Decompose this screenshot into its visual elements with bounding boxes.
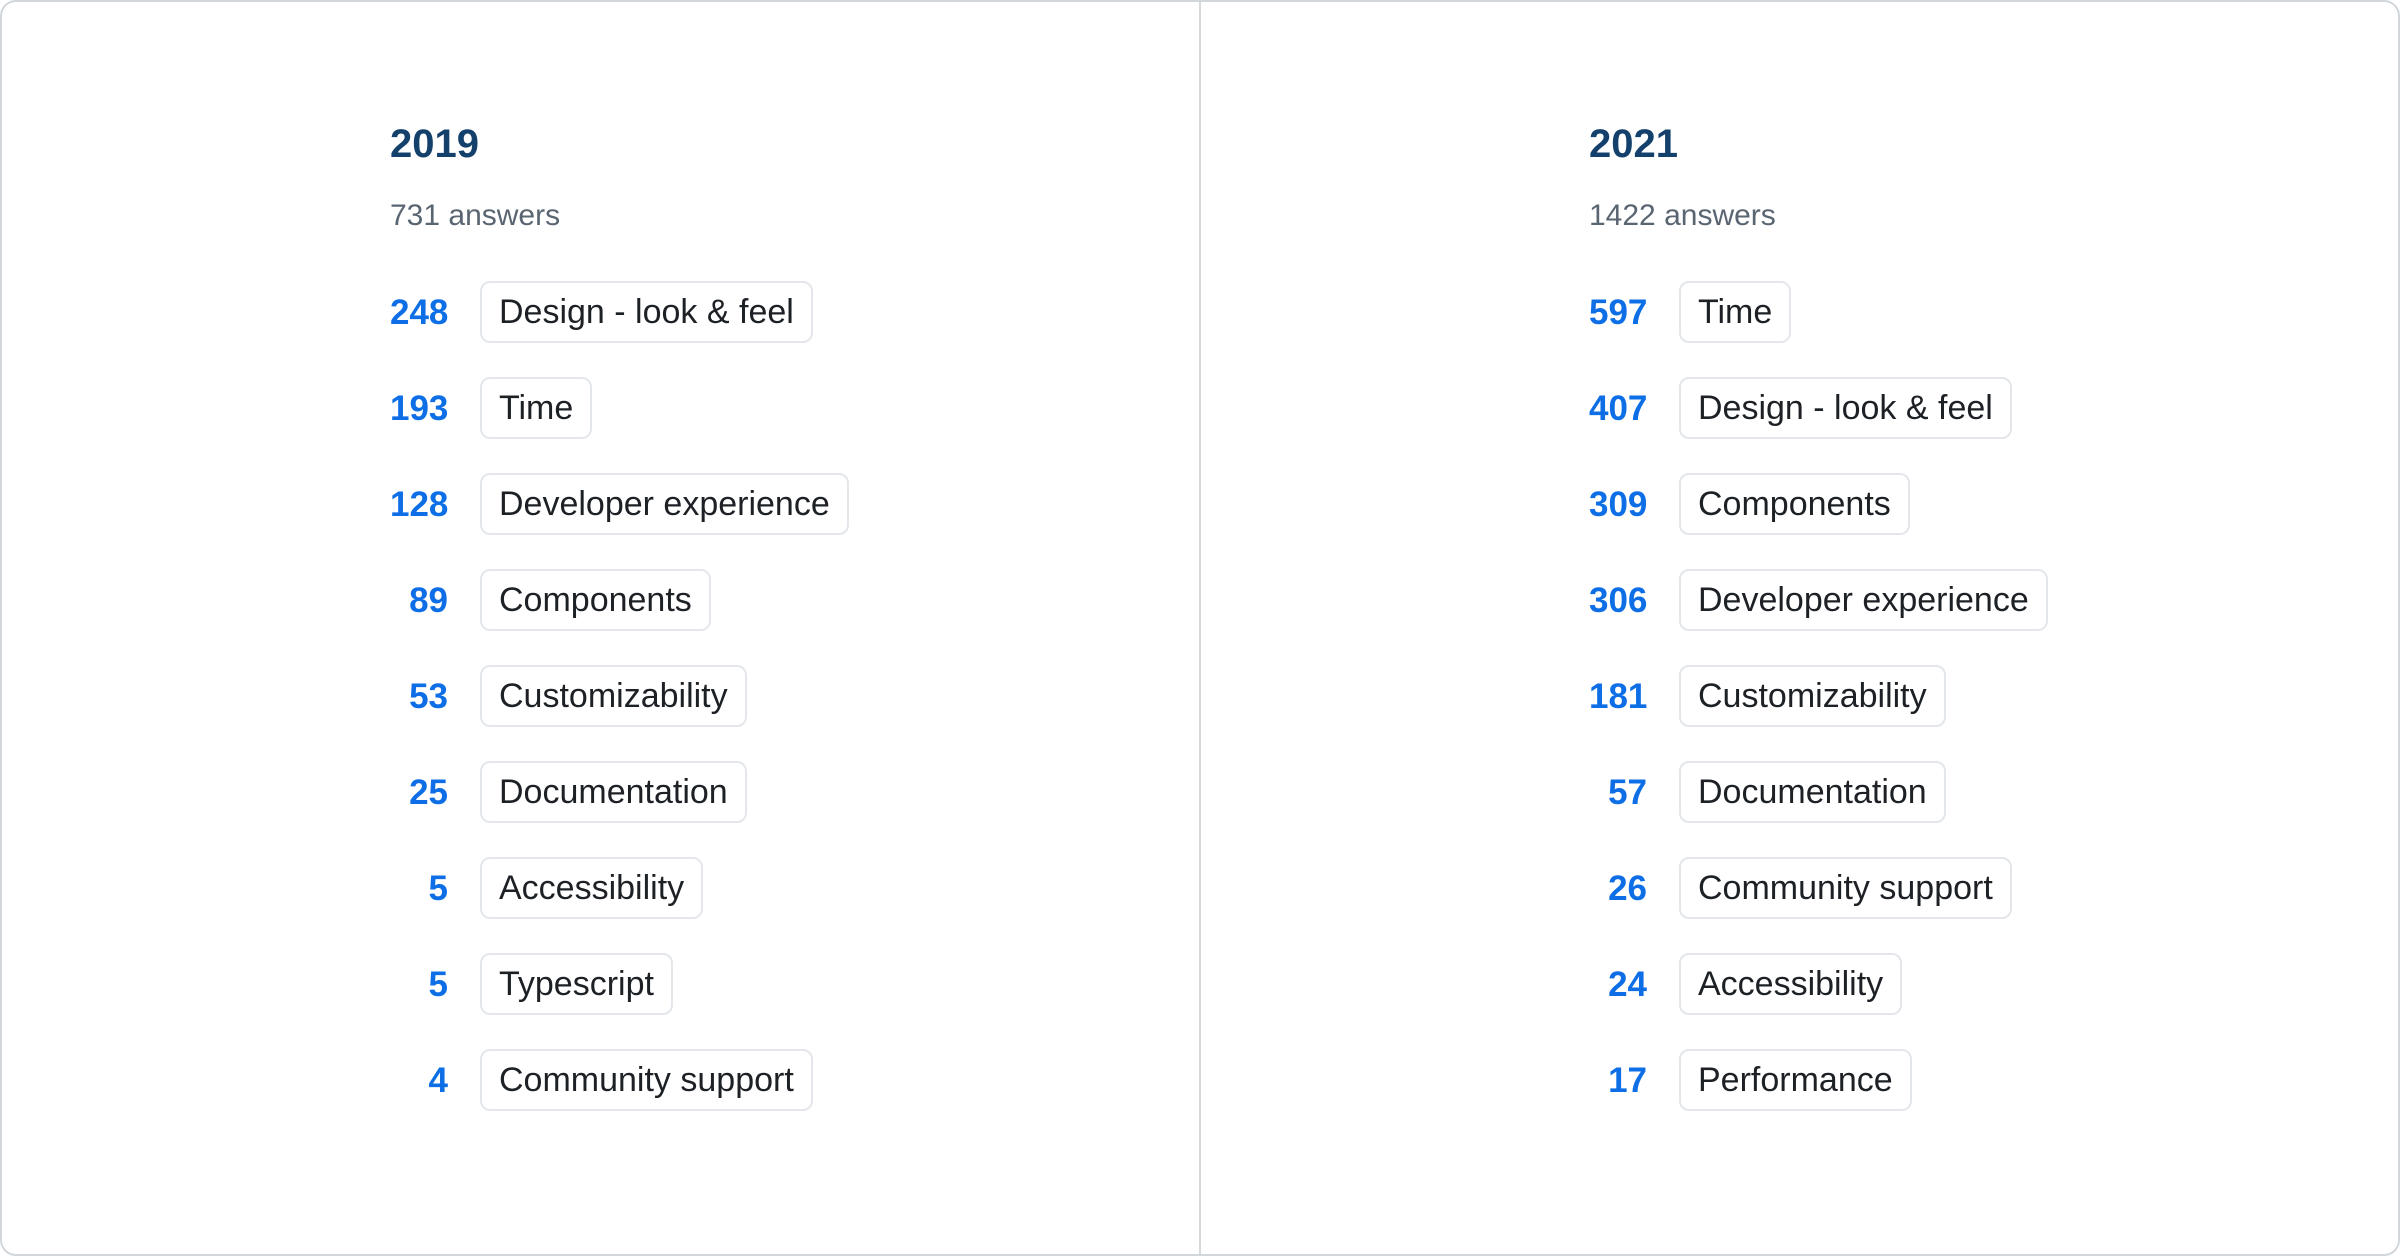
answer-value: 597 xyxy=(1589,292,1648,332)
answer-row: 193 Time xyxy=(390,377,1199,439)
answer-value: 57 xyxy=(1608,772,1647,812)
answer-chip: Customizability xyxy=(480,665,747,727)
answer-value: 5 xyxy=(428,868,448,908)
answer-chip: Design - look & feel xyxy=(1679,377,2012,439)
answer-value: 24 xyxy=(1608,964,1647,1004)
answer-row: 597 Time xyxy=(1589,281,2398,343)
answers-count-2021: 1422 answers xyxy=(1589,199,1776,232)
answer-chip: Time xyxy=(1679,281,1792,343)
answers-count-2019: 731 answers xyxy=(390,199,561,232)
year-heading-2019: 2019 xyxy=(390,122,479,166)
answer-row: 4 Community support xyxy=(390,1049,1199,1111)
answer-chip: Time xyxy=(480,377,593,439)
answer-row: 57 Documentation xyxy=(1589,761,2398,823)
answer-row: 407 Design - look & feel xyxy=(1589,377,2398,439)
answer-chip: Design - look & feel xyxy=(480,281,813,343)
answer-value: 25 xyxy=(409,772,448,812)
answer-value: 89 xyxy=(409,580,448,620)
answer-value: 309 xyxy=(1589,484,1648,524)
answers-list-2019: 248 Design - look & feel 193 Time 128 De… xyxy=(390,281,1199,1111)
answer-value: 181 xyxy=(1589,676,1648,716)
answer-value: 53 xyxy=(409,676,448,716)
column-divider xyxy=(1199,2,1201,1254)
answer-chip: Components xyxy=(1679,473,1910,535)
answer-chip: Typescript xyxy=(480,953,673,1015)
answer-row: 25 Documentation xyxy=(390,761,1199,823)
answer-row: 128 Developer experience xyxy=(390,473,1199,535)
answer-row: 17 Performance xyxy=(1589,1049,2398,1111)
answer-row: 53 Customizability xyxy=(390,665,1199,727)
answer-chip: Documentation xyxy=(1679,761,1946,823)
answer-row: 26 Community support xyxy=(1589,857,2398,919)
answers-list-2021: 597 Time 407 Design - look & feel 309 Co… xyxy=(1589,281,2398,1111)
answer-value: 306 xyxy=(1589,580,1648,620)
answer-chip: Customizability xyxy=(1679,665,1946,727)
answer-chip: Developer experience xyxy=(480,473,849,535)
answer-row: 5 Typescript xyxy=(390,953,1199,1015)
answer-value: 128 xyxy=(390,484,449,524)
answer-row: 181 Customizability xyxy=(1589,665,2398,727)
answer-chip: Developer experience xyxy=(1679,569,2048,631)
answer-chip: Community support xyxy=(480,1049,813,1111)
answer-row: 248 Design - look & feel xyxy=(390,281,1199,343)
answer-value: 4 xyxy=(428,1060,448,1100)
answer-chip: Performance xyxy=(1679,1049,1912,1111)
column-2021: 2021 1422 answers 597 Time 407 Design - … xyxy=(1201,2,2398,1254)
answer-chip: Accessibility xyxy=(1679,953,1903,1015)
answer-chip: Community support xyxy=(1679,857,2012,919)
year-heading-2021: 2021 xyxy=(1589,122,1678,166)
answer-value: 17 xyxy=(1608,1060,1647,1100)
column-2019: 2019 731 answers 248 Design - look & fee… xyxy=(2,2,1199,1254)
answer-row: 24 Accessibility xyxy=(1589,953,2398,1015)
answer-chip: Components xyxy=(480,569,711,631)
answer-chip: Documentation xyxy=(480,761,747,823)
answer-chip: Accessibility xyxy=(480,857,704,919)
answer-value: 5 xyxy=(428,964,448,1004)
answer-row: 309 Components xyxy=(1589,473,2398,535)
answer-row: 5 Accessibility xyxy=(390,857,1199,919)
answer-row: 89 Components xyxy=(390,569,1199,631)
answer-value: 26 xyxy=(1608,868,1647,908)
answer-value: 248 xyxy=(390,292,449,332)
answer-value: 193 xyxy=(390,388,449,428)
answer-value: 407 xyxy=(1589,388,1648,428)
answer-row: 306 Developer experience xyxy=(1589,569,2398,631)
